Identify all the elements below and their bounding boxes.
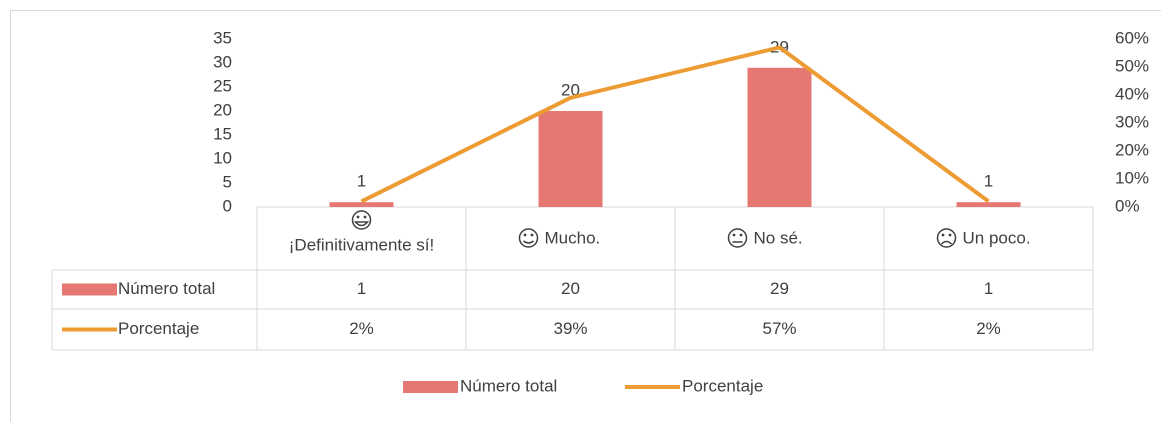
table-cell: 20 xyxy=(561,279,580,298)
table-key xyxy=(62,283,117,296)
emoji-eye xyxy=(356,215,360,219)
y-tick-label: 0 xyxy=(223,196,232,215)
y2-tick-label: 20% xyxy=(1115,140,1149,159)
emoji-eye xyxy=(948,233,952,237)
y-tick-label: 5 xyxy=(223,172,232,191)
line xyxy=(360,45,990,204)
y-tick-label: 10 xyxy=(213,148,232,167)
category-label: Mucho. xyxy=(545,228,601,247)
bar xyxy=(747,67,812,207)
table-cell: 1 xyxy=(357,279,366,298)
emoji-icon xyxy=(936,228,957,248)
emoji-mouth xyxy=(940,240,953,245)
emoji-eye xyxy=(363,215,367,219)
y2-tick-label: 30% xyxy=(1115,112,1149,131)
y2-tick-label: 50% xyxy=(1115,56,1149,75)
category-label: Un poco. xyxy=(963,228,1031,247)
emoji-eye xyxy=(732,233,736,237)
y2-tick-label: 0% xyxy=(1115,196,1140,215)
y-tick-label: 30 xyxy=(213,52,232,71)
category-label: ¡Definitivamente sí! xyxy=(289,235,435,254)
legend-label: Número total xyxy=(460,376,557,395)
legend-label: Porcentaje xyxy=(682,376,763,395)
y2-tick-label: 60% xyxy=(1115,28,1149,47)
table-cell: 2% xyxy=(976,319,1001,338)
data-label: 1 xyxy=(984,172,993,191)
emoji-mouth xyxy=(353,221,370,227)
legend-swatch xyxy=(403,381,458,393)
table-row-label: Porcentaje xyxy=(118,319,199,338)
chart-frame xyxy=(10,10,1161,422)
data-label: 1 xyxy=(357,172,366,191)
table-cell: 29 xyxy=(770,279,789,298)
category-label: No sé. xyxy=(754,228,803,247)
emoji-icon xyxy=(727,228,748,248)
emoji-eye xyxy=(739,233,743,237)
y-tick-label: 15 xyxy=(213,124,232,143)
y2-tick-label: 40% xyxy=(1115,84,1149,103)
emoji-eye xyxy=(530,233,534,237)
bar xyxy=(956,202,1021,207)
emoji-mouth xyxy=(523,240,534,244)
emoji-icon xyxy=(351,210,372,230)
table-cell: 1 xyxy=(984,279,993,298)
table-cell: 39% xyxy=(553,319,587,338)
bar xyxy=(538,111,603,207)
y-tick-label: 35 xyxy=(213,28,232,47)
table-cell: 2% xyxy=(349,319,374,338)
emoji-icon xyxy=(518,228,539,248)
table-cell: 57% xyxy=(762,319,796,338)
bar xyxy=(329,202,394,207)
emoji-eye xyxy=(941,233,945,237)
y-tick-label: 25 xyxy=(213,76,232,95)
y2-tick-label: 10% xyxy=(1115,168,1149,187)
table-row-label: Número total xyxy=(118,279,215,298)
y-tick-label: 20 xyxy=(213,100,232,119)
emoji-eye xyxy=(523,233,527,237)
